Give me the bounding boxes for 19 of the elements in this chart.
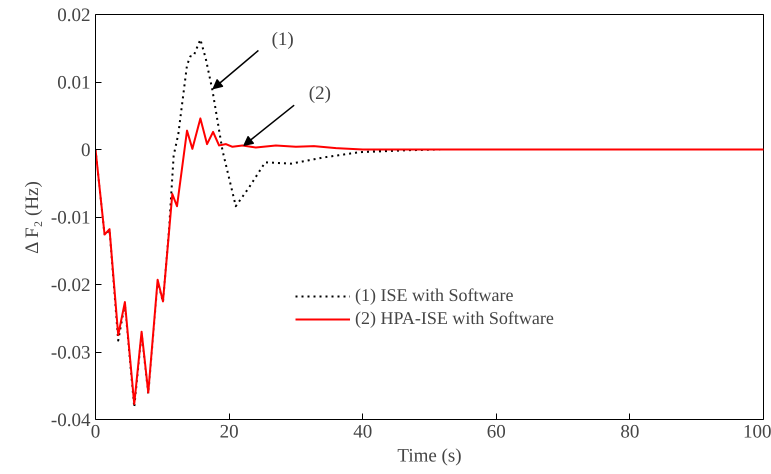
legend-label: (1) ISE with Software [355, 285, 514, 306]
legend-label: (2) HPA-ISE with Software [355, 308, 554, 329]
y-tick-label: -0.04 [50, 410, 91, 431]
y-tick-label: -0.01 [50, 208, 90, 228]
y-axis-title: Δ F₂ (Hz) [22, 181, 43, 254]
annotation: (2) [308, 82, 331, 104]
line-series [96, 117, 764, 405]
y-tick-label: -0.02 [50, 275, 90, 296]
x-tick-label: 60 [486, 422, 506, 442]
x-tick-label: 100 [743, 422, 771, 442]
x-tick-label: 80 [620, 422, 640, 442]
y-tick-label: 0.02 [57, 5, 90, 26]
x-axis-title: Time (s) [397, 446, 462, 466]
x-tick-label: 20 [220, 422, 239, 442]
y-tick-label: 0 [81, 140, 90, 161]
y-tick-label: 0.01 [57, 72, 90, 94]
x-tick-label: 40 [353, 422, 372, 442]
annotation: (1) [272, 28, 294, 50]
y-tick-label: -0.03 [50, 342, 90, 364]
